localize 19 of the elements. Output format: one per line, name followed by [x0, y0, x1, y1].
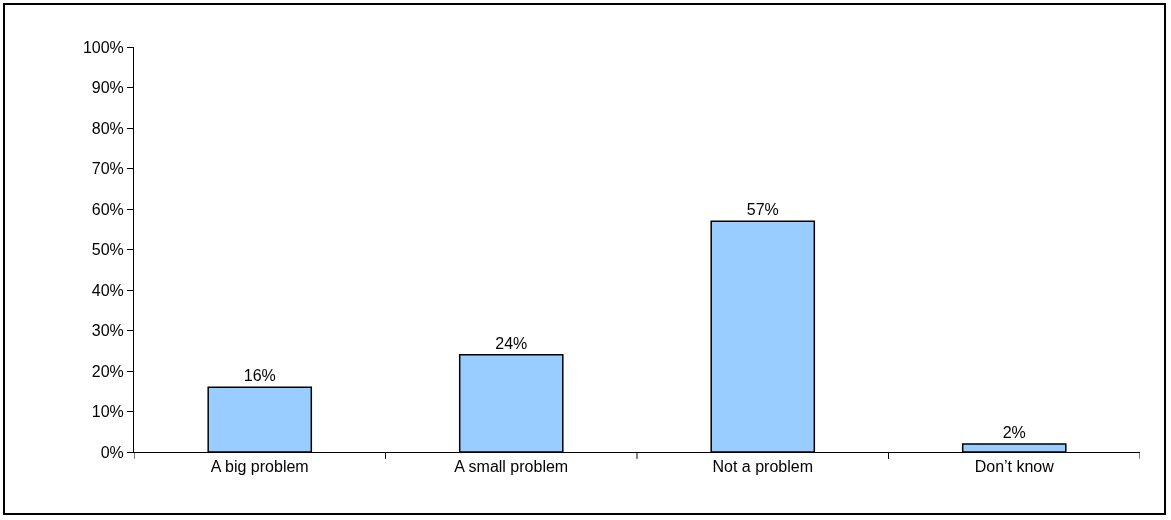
x-tick-label: Not a problem — [712, 458, 813, 476]
data-label: 24% — [495, 334, 528, 352]
y-tick-label: 40% — [91, 281, 124, 299]
y-tick-label: 80% — [91, 119, 124, 137]
x-tick-label: Don’t know — [974, 458, 1055, 476]
y-tick-label: 100% — [82, 38, 124, 56]
data-label: 2% — [1002, 423, 1026, 441]
x-tick-label: A big problem — [210, 458, 309, 476]
y-tick-label: 30% — [91, 322, 124, 340]
y-tick-label: 10% — [91, 403, 124, 421]
y-tick-label: 90% — [91, 79, 124, 97]
data-label: 57% — [746, 201, 779, 219]
data-label: 16% — [243, 367, 276, 385]
y-tick-label: 70% — [91, 160, 124, 178]
y-tick-label: 0% — [100, 443, 124, 461]
y-tick-label: 50% — [91, 241, 124, 259]
y-tick-label: 60% — [91, 200, 124, 218]
x-tick-label: A small problem — [454, 458, 569, 476]
y-tick-label: 20% — [91, 362, 124, 380]
